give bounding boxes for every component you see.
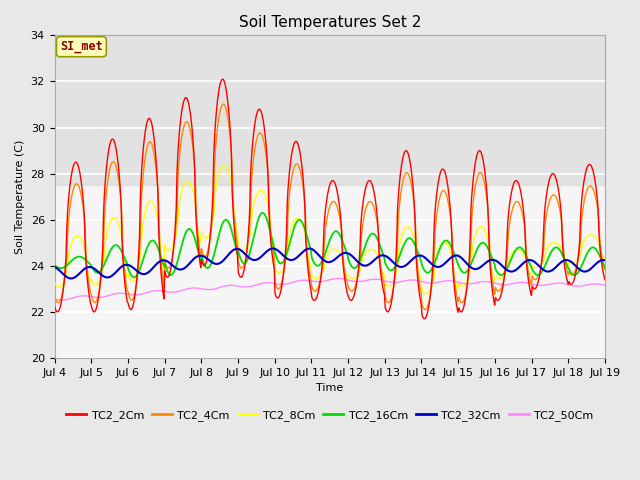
Text: SI_met: SI_met [60,40,103,53]
Bar [54,36,605,185]
Legend: TC2_2Cm, TC2_4Cm, TC2_8Cm, TC2_16Cm, TC2_32Cm, TC2_50Cm: TC2_2Cm, TC2_4Cm, TC2_8Cm, TC2_16Cm, TC2… [61,406,598,425]
Y-axis label: Soil Temperature (C): Soil Temperature (C) [15,140,25,254]
Title: Soil Temperatures Set 2: Soil Temperatures Set 2 [239,15,421,30]
X-axis label: Time: Time [316,383,344,393]
